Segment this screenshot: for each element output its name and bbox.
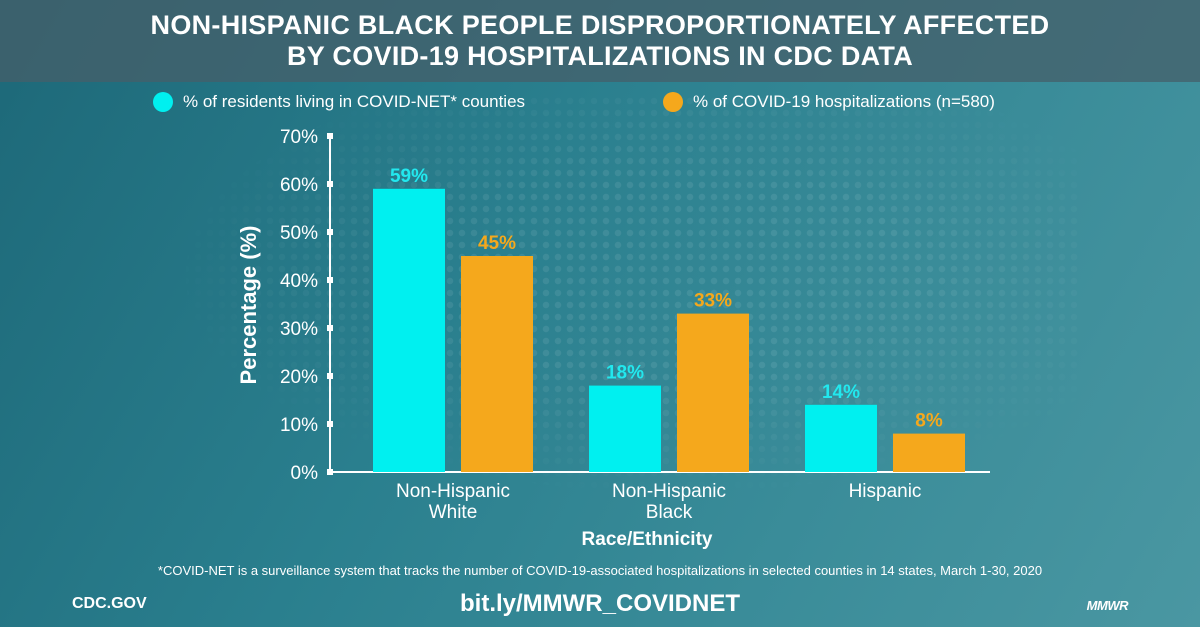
x-tick-label: Non-Hispanic (612, 481, 726, 502)
data-label: 18% (606, 363, 644, 384)
bar-residents (805, 404, 877, 472)
legend-swatch-residents (153, 92, 173, 112)
legend-swatch-hospitalizations (663, 92, 683, 112)
title-band (0, 0, 1200, 82)
footer-short-link[interactable]: bit.ly/MMWR_COVIDNET (460, 590, 740, 617)
y-tick-mark (327, 229, 333, 235)
bar-hospitalizations (677, 313, 749, 472)
legend: % of residents living in COVID-NET* coun… (0, 92, 1200, 116)
x-tick-label: Non-Hispanic (396, 481, 510, 502)
y-tick-mark (327, 373, 333, 379)
data-label: 33% (694, 291, 732, 312)
chart-title: NON-HISPANIC BLACK PEOPLE DISPROPORTIONA… (0, 10, 1200, 72)
mmwr-logo: MMWR (1086, 598, 1129, 613)
chart-title-line-2: BY COVID-19 HOSPITALIZATIONS IN CDC DATA (286, 41, 914, 71)
y-tick-mark (327, 133, 333, 139)
legend-label-residents: % of residents living in COVID-NET* coun… (183, 92, 526, 111)
y-tick-mark (327, 277, 333, 283)
y-axis-title: Percentage (%) (236, 226, 261, 385)
legend-item-residents: % of residents living in COVID-NET* coun… (153, 92, 525, 112)
y-tick-label: 60% (280, 175, 318, 196)
bar-hospitalizations (461, 256, 533, 472)
y-tick-label: 50% (280, 223, 318, 244)
data-label: 8% (915, 411, 943, 432)
footer-site-link[interactable]: CDC.GOV (72, 595, 147, 612)
y-tick-mark (327, 421, 333, 427)
legend-item-hospitalizations: % of COVID-19 hospitalizations (n=580) (663, 92, 995, 112)
data-label: 59% (390, 166, 428, 187)
bar-residents (589, 385, 661, 472)
y-tick-label: 10% (280, 415, 318, 436)
footnote: *COVID-NET is a surveillance system that… (157, 563, 1043, 578)
bar-hospitalizations (893, 433, 965, 472)
x-tick-label: White (429, 502, 478, 523)
y-tick-mark (327, 469, 333, 475)
data-label: 45% (478, 233, 516, 254)
y-tick-mark (327, 325, 333, 331)
x-tick-label: Black (646, 502, 693, 523)
chart-title-line-1: NON-HISPANIC BLACK PEOPLE DISPROPORTIONA… (150, 10, 1050, 40)
y-tick-label: 70% (280, 127, 318, 148)
x-axis-title: Race/Ethnicity (582, 529, 713, 550)
legend-label-hospitalizations: % of COVID-19 hospitalizations (n=580) (693, 92, 995, 111)
data-label: 14% (822, 382, 860, 403)
x-tick-label: Hispanic (849, 481, 922, 502)
y-tick-label: 40% (280, 271, 318, 292)
bar-residents (373, 188, 445, 473)
y-tick-mark (327, 181, 333, 187)
y-tick-label: 20% (280, 367, 318, 388)
y-tick-label: 0% (291, 463, 319, 484)
y-tick-label: 30% (280, 319, 318, 340)
